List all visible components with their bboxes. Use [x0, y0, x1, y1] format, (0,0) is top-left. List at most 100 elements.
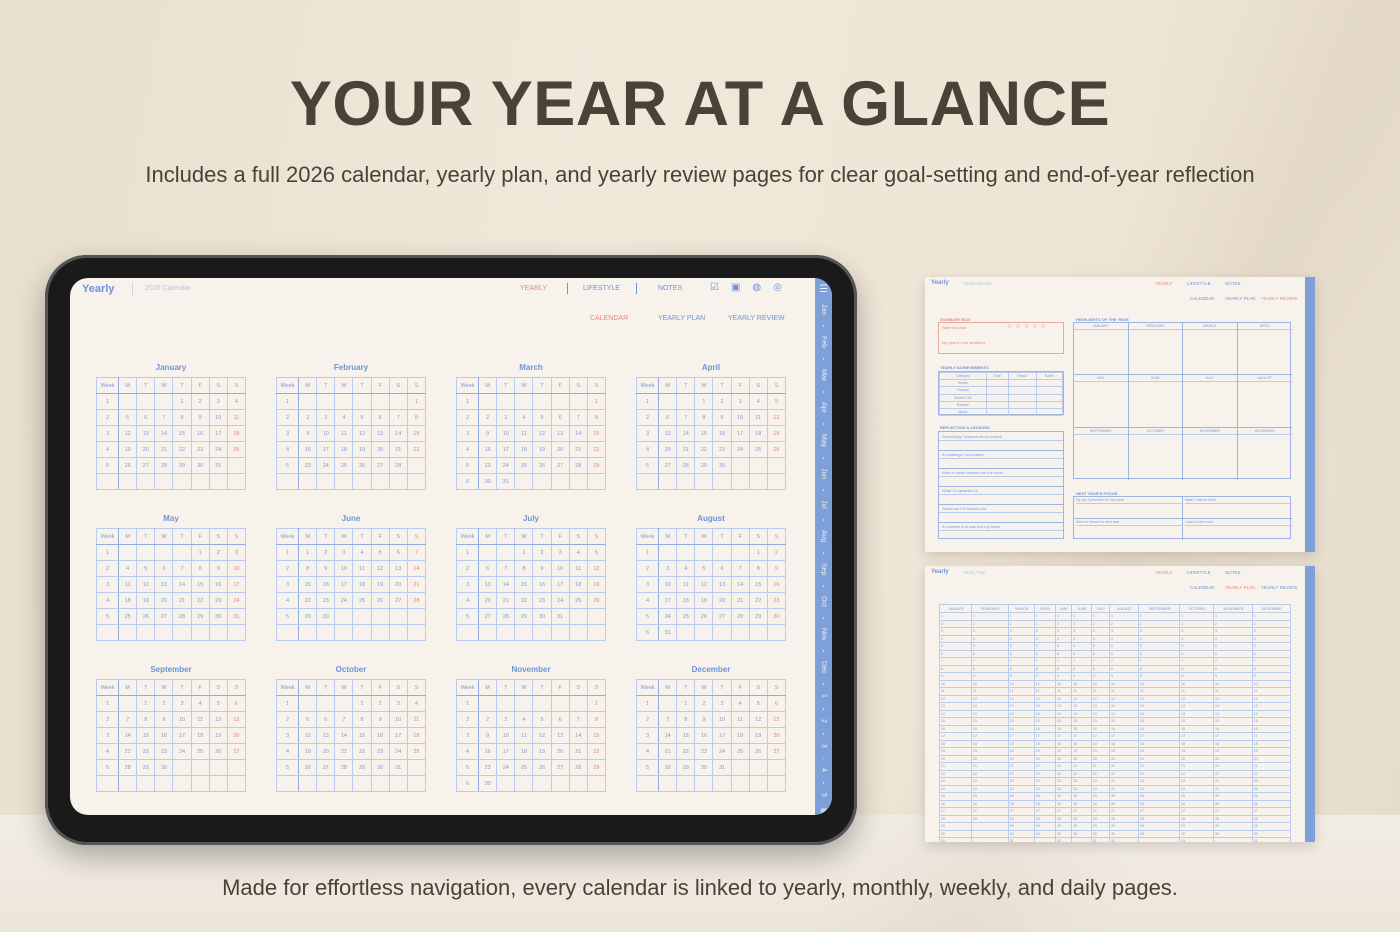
day-cell[interactable]: 31	[208, 457, 228, 474]
day-cell[interactable]: 14	[730, 576, 750, 593]
day-cell[interactable]: 1	[352, 695, 372, 712]
achievement-cell[interactable]	[1007, 386, 1037, 395]
day-cell[interactable]: 19	[208, 727, 228, 744]
day-cell[interactable]	[118, 544, 138, 561]
plan-day-cell[interactable]: 27	[1071, 807, 1092, 816]
day-cell[interactable]: 8	[190, 560, 210, 577]
plan-day-cell[interactable]: 26	[1137, 799, 1181, 808]
week-number[interactable]: 1	[275, 544, 300, 561]
day-cell[interactable]	[388, 393, 408, 410]
day-cell[interactable]	[334, 473, 354, 490]
day-cell[interactable]: 2	[478, 409, 498, 426]
day-cell[interactable]: 23	[712, 441, 732, 458]
day-cell[interactable]: 6	[478, 560, 498, 577]
side-tab-1[interactable]: 1	[820, 694, 827, 699]
side-tab-jan[interactable]: Jan	[820, 304, 827, 316]
plan-day-cell[interactable]: 15	[938, 717, 973, 726]
day-cell[interactable]: 23	[316, 592, 336, 609]
day-cell[interactable]: 18	[352, 576, 372, 593]
week-number[interactable]: 5	[635, 759, 660, 776]
day-cell[interactable]: 18	[514, 441, 534, 458]
day-cell[interactable]	[406, 759, 427, 776]
day-cell[interactable]	[406, 775, 427, 792]
plan-day-cell[interactable]: 24	[1071, 784, 1092, 793]
plan-day-cell[interactable]: 28	[1108, 814, 1140, 823]
day-cell[interactable]: 9	[208, 560, 228, 577]
plan-day-cell[interactable]: 17	[1213, 732, 1253, 741]
plan-day-cell[interactable]: 20	[1090, 754, 1110, 763]
week-number[interactable]: 5	[455, 608, 480, 625]
plan-day-cell[interactable]: 23	[1251, 777, 1292, 786]
plan-day-cell[interactable]: 5	[1071, 642, 1092, 651]
day-cell[interactable]: 22	[586, 441, 607, 458]
day-cell[interactable]	[766, 624, 787, 641]
side-tab-mar[interactable]: Mar	[820, 368, 827, 382]
plan-day-cell[interactable]: 1	[1007, 612, 1035, 621]
month-title[interactable]: June	[341, 514, 361, 523]
day-cell[interactable]	[676, 544, 696, 561]
plan-day-cell[interactable]: 15	[1179, 717, 1215, 726]
day-cell[interactable]: 12	[352, 425, 372, 442]
day-cell[interactable]: 20	[550, 441, 570, 458]
day-cell[interactable]: 1	[514, 544, 534, 561]
day-cell[interactable]: 29	[748, 608, 768, 625]
day-cell[interactable]: 11	[730, 711, 750, 728]
nav-lifestyle[interactable]: LIFESTYLE	[1187, 570, 1211, 575]
day-cell[interactable]	[406, 473, 427, 490]
plan-day-cell[interactable]: 23	[938, 777, 973, 786]
day-cell[interactable]: 23	[532, 592, 552, 609]
plan-day-cell[interactable]: 6	[938, 649, 973, 658]
day-cell[interactable]	[298, 775, 318, 792]
day-cell[interactable]: 22	[676, 743, 696, 760]
day-cell[interactable]: 24	[496, 457, 516, 474]
plan-day-cell[interactable]: 27	[938, 807, 973, 816]
plan-day-cell[interactable]: 14	[1179, 709, 1215, 718]
day-cell[interactable]: 6	[712, 560, 732, 577]
day-cell[interactable]: 13	[154, 576, 174, 593]
day-cell[interactable]: 6	[370, 409, 390, 426]
day-cell[interactable]	[190, 775, 210, 792]
plan-day-cell[interactable]: 22	[1108, 769, 1140, 778]
day-cell[interactable]: 13	[550, 425, 570, 442]
day-cell[interactable]	[658, 393, 678, 410]
week-number[interactable]: 1	[95, 544, 120, 561]
plan-day-cell[interactable]: 6	[1055, 649, 1073, 658]
day-cell[interactable]: 23	[190, 441, 210, 458]
plan-day-cell[interactable]: 22	[938, 769, 973, 778]
plan-day-cell[interactable]: 5	[1179, 642, 1215, 651]
day-cell[interactable]: 5	[370, 544, 390, 561]
day-cell[interactable]	[136, 775, 156, 792]
day-cell[interactable]	[208, 759, 228, 776]
day-cell[interactable]: 24	[658, 608, 678, 625]
plan-day-cell[interactable]: 15	[1090, 717, 1110, 726]
plan-day-cell[interactable]: 7	[1090, 657, 1110, 666]
day-cell[interactable]: 12	[748, 711, 768, 728]
plan-day-cell[interactable]: 21	[971, 762, 1009, 771]
day-cell[interactable]	[226, 775, 247, 792]
day-cell[interactable]: 20	[550, 743, 570, 760]
plan-day-cell[interactable]: 11	[1090, 687, 1110, 696]
day-cell[interactable]: 9	[478, 425, 498, 442]
plan-day-cell[interactable]: 8	[1007, 664, 1035, 673]
plan-day-cell[interactable]: 8	[1108, 664, 1140, 673]
day-cell[interactable]	[730, 457, 750, 474]
plan-day-cell[interactable]: 25	[1251, 792, 1292, 801]
plan-day-cell[interactable]: 2	[971, 619, 1009, 628]
plan-day-cell[interactable]: 19	[938, 747, 973, 756]
side-tab-3[interactable]: 3	[820, 743, 827, 748]
day-cell[interactable]: 18	[226, 425, 247, 442]
plan-day-cell[interactable]: 26	[1071, 799, 1092, 808]
week-number[interactable]: 4	[275, 441, 300, 458]
plan-day-cell[interactable]: 24	[971, 784, 1009, 793]
plan-day-cell[interactable]: 19	[1071, 747, 1092, 756]
day-cell[interactable]: 16	[478, 441, 498, 458]
week-number[interactable]: 2	[635, 409, 660, 426]
day-cell[interactable]: 27	[316, 759, 336, 776]
day-cell[interactable]: 18	[730, 727, 750, 744]
plan-day-cell[interactable]: 22	[1213, 769, 1253, 778]
week-number[interactable]: 1	[635, 695, 660, 712]
plan-day-cell[interactable]: 13	[1007, 702, 1035, 711]
day-cell[interactable]: 7	[406, 544, 427, 561]
week-number[interactable]: 3	[635, 727, 660, 744]
day-cell[interactable]: 24	[208, 441, 228, 458]
